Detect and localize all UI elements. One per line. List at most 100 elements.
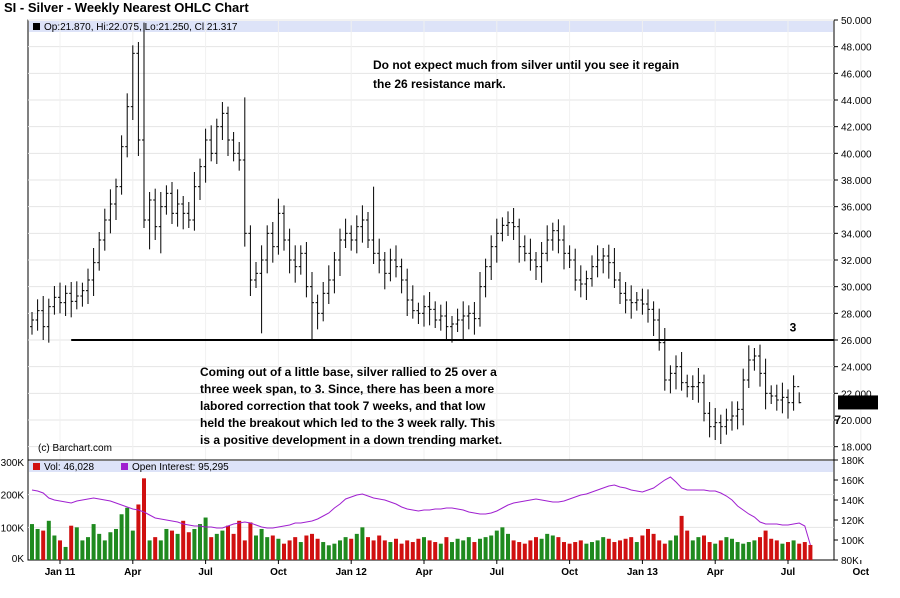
ohlc-bar — [298, 245, 303, 275]
ohlc-bar — [226, 106, 230, 156]
ohlc-bar — [86, 268, 90, 304]
ohlc-bar — [713, 408, 718, 440]
oi-y-tick-label: 180K — [841, 456, 865, 467]
volume-bar — [254, 535, 258, 560]
volume-bar — [186, 532, 191, 560]
volume-bar — [63, 546, 68, 560]
oi-y-tick-label: 80K — [841, 556, 859, 567]
volume-bar — [595, 540, 600, 560]
volume-bar — [142, 478, 146, 560]
ohlc-bars — [30, 22, 802, 444]
ohlc-bar — [489, 235, 494, 280]
ohlc-bar — [651, 301, 656, 336]
copyright-label: (c) Barchart.com — [38, 443, 112, 454]
volume-bar — [91, 524, 96, 560]
ohlc-bar — [164, 185, 169, 215]
ohlc-bar — [606, 244, 611, 279]
ohlc-bar — [338, 228, 342, 276]
volume-bar — [696, 537, 701, 560]
volume-bar — [539, 538, 544, 560]
ohlc-bar — [668, 365, 673, 394]
ohlc-bar — [741, 368, 746, 426]
volume-y-tick-label: 300K — [1, 458, 25, 469]
ohlc-bar — [119, 135, 124, 195]
ohlc-bar — [612, 248, 617, 288]
ohlc-bar — [618, 272, 622, 304]
volume-bar — [550, 535, 555, 560]
price-y-tick-label: 26.000 — [841, 336, 872, 347]
volume-bar — [517, 542, 522, 560]
annotation-top-line-1: Do not expect much from silver until you… — [373, 58, 679, 72]
ohlc-bar — [242, 97, 247, 247]
ohlc-bar — [192, 172, 197, 231]
volume-bar — [147, 540, 152, 560]
ohlc-bar — [735, 401, 740, 430]
price-y-tick-label: 48.000 — [841, 43, 872, 54]
volume-bar — [612, 542, 617, 560]
ohlc-bar — [724, 408, 729, 435]
volume-bar — [808, 544, 813, 560]
ohlc-bar — [528, 238, 533, 271]
ohlc-bar — [198, 158, 202, 200]
volume-bar — [763, 530, 768, 560]
ohlc-bar — [343, 218, 348, 248]
volume-bar — [450, 542, 454, 560]
volume-bar — [674, 535, 678, 560]
ohlc-bar — [270, 222, 275, 263]
oi-y-tick-label: 120K — [841, 516, 865, 527]
volume-bar — [679, 515, 684, 560]
volume-bar — [231, 533, 236, 560]
ohlc-bar — [427, 292, 432, 326]
volume-bars — [30, 478, 813, 560]
price-y-tick-label: 40.000 — [841, 149, 872, 160]
volume-grid — [28, 494, 834, 528]
ohlc-bar — [500, 217, 505, 242]
volume-bar — [164, 528, 169, 560]
ohlc-bar — [259, 245, 264, 334]
volume-bar — [52, 535, 57, 560]
volume-bar — [735, 542, 740, 560]
x-tick-label: Apr — [707, 567, 724, 578]
annotation-bottom-line-3: labored correction that took 7 weeks, an… — [200, 399, 486, 413]
volume-bar — [265, 537, 270, 560]
ohlc-bar — [237, 142, 242, 171]
volume-bar — [209, 537, 214, 560]
ohlc-bar — [203, 128, 208, 183]
price-y-tick-label: 44.000 — [841, 96, 872, 107]
volume-bar — [634, 542, 639, 560]
volume-bar — [489, 535, 494, 560]
last-price-box — [838, 395, 878, 410]
volume-bar — [662, 543, 667, 560]
volume-bar — [623, 538, 628, 560]
x-tick-label: Jan 13 — [627, 567, 659, 578]
volume-bar — [718, 540, 723, 560]
ohlc-bar — [108, 189, 113, 234]
volume-bar — [125, 507, 130, 560]
volume-bar — [46, 520, 51, 560]
volume-bar — [349, 538, 354, 560]
price-y-tick-label: 34.000 — [841, 229, 872, 240]
volume-bar — [315, 538, 320, 560]
volume-bar — [690, 540, 695, 560]
price-panel — [27, 19, 835, 461]
volume-bar — [702, 535, 706, 560]
ohlc-bar — [769, 385, 774, 404]
volume-bar — [724, 537, 729, 560]
volume-bar — [522, 543, 527, 560]
ohlc-bar — [114, 178, 118, 220]
annotation-top-line-2: the 26 resistance mark. — [373, 77, 506, 91]
last-price-label: 21.317 — [842, 398, 873, 409]
ohlc-bar — [718, 414, 723, 444]
ohlc-bar — [153, 188, 158, 240]
ohlc-bar — [438, 304, 443, 331]
ohlc-bar — [472, 302, 477, 335]
ohlc-bar — [254, 262, 258, 288]
ohlc-bar — [46, 298, 51, 343]
ohlc-bar — [494, 218, 499, 263]
ohlc-bar — [293, 245, 298, 283]
ohlc-bar — [371, 186, 376, 264]
price-y-tick-label: 22.000 — [841, 389, 872, 400]
ohlc-bar — [130, 45, 135, 120]
x-tick-label: Oct — [270, 567, 287, 578]
volume-bar — [354, 533, 359, 560]
